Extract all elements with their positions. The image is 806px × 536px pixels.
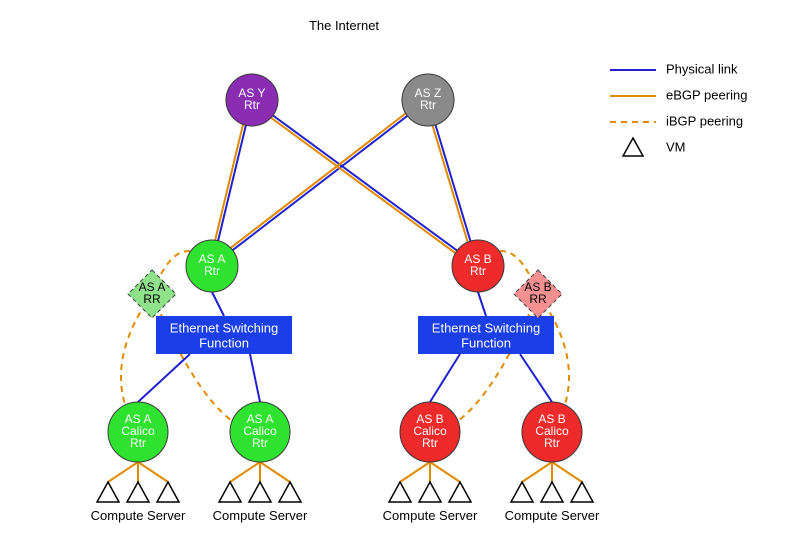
phys-asz-asb_rtr — [435, 125, 470, 241]
ebgp-asa_cal_l-vm — [108, 462, 138, 482]
network-diagram: Ethernet SwitchingFunctionEthernet Switc… — [0, 0, 806, 536]
ebgp-asy-asa_rtr — [215, 125, 243, 240]
phys-esf_a-asa_cal_l — [138, 354, 190, 402]
legend-label-ebgp: eBGP peering — [666, 87, 747, 102]
caption: Compute Server — [213, 508, 308, 523]
asb_rtr-label-1: Rtr — [470, 264, 486, 278]
layer-ebgp-vm — [108, 462, 582, 482]
ebgp-asb_cal_r-vm — [552, 462, 582, 482]
esf_a-label-0: Ethernet Switching — [170, 320, 278, 335]
phys-esf_b-asb_cal_l — [430, 354, 460, 402]
ebgp-asa_cal_r-vm — [230, 462, 260, 482]
vm-triangle — [97, 482, 119, 502]
phys-asz-asa_rtr — [233, 116, 408, 250]
layer-ebgp — [215, 113, 467, 253]
legend-label-ibgp: iBGP peering — [666, 113, 743, 128]
asa_cal_l-label-2: Rtr — [130, 436, 146, 450]
vm-triangle — [279, 482, 301, 502]
esf_b-label-0: Ethernet Switching — [432, 320, 540, 335]
legend-label-physical: Physical link — [666, 61, 738, 76]
ebgp-asb_cal_r-vm — [522, 462, 552, 482]
phys-asb_rtr-esf_b — [478, 292, 486, 316]
phys-asy-asa_rtr — [218, 125, 246, 240]
vm-triangle — [511, 482, 533, 502]
caption: Compute Server — [91, 508, 186, 523]
esf_b-label-1: Function — [461, 335, 511, 350]
vm-triangle — [541, 482, 563, 502]
layer-nodes: AS YRtrAS ZRtrAS ARtrAS BRtrAS ARRAS BRR… — [108, 74, 582, 462]
asz-label-1: Rtr — [420, 98, 436, 112]
ebgp-asb_cal_l-vm — [400, 462, 430, 482]
caption: Compute Server — [383, 508, 478, 523]
asa_rtr-label-1: Rtr — [204, 264, 220, 278]
asb_cal_r-label-2: Rtr — [544, 436, 560, 450]
asa_cal_r-label-2: Rtr — [252, 436, 268, 450]
vm-triangle — [449, 482, 471, 502]
vm-triangle — [419, 482, 441, 502]
phys-asa_rtr-esf_a — [212, 292, 224, 316]
phys-esf_a-asa_cal_r — [250, 354, 260, 402]
layer-esf: Ethernet SwitchingFunctionEthernet Switc… — [156, 316, 554, 354]
ebgp-asz-asb_rtr — [433, 126, 468, 242]
vm-triangle — [249, 482, 271, 502]
asa_rr-label-1: RR — [143, 292, 161, 306]
layer-captions: Compute Server Compute Server Compute Serv… — [91, 18, 600, 523]
vm-triangle — [571, 482, 593, 502]
ebgp-asa_cal_r-vm — [260, 462, 290, 482]
vm-triangle — [219, 482, 241, 502]
caption: The Internet — [309, 18, 379, 33]
vm-triangle — [127, 482, 149, 502]
phys-esf_b-asb_cal_r — [520, 354, 552, 402]
asb_cal_l-label-2: Rtr — [422, 436, 438, 450]
phys-asy-asb_rtr — [273, 115, 457, 250]
ebgp-asb_cal_l-vm — [430, 462, 460, 482]
legend: Physical link eBGP peering iBGP peering VM — [610, 61, 747, 156]
caption: Compute Server — [505, 508, 600, 523]
asb_rr-label-1: RR — [529, 292, 547, 306]
ebgp-asy-asb_rtr — [271, 118, 455, 253]
legend-label-vm: VM — [666, 139, 686, 154]
ebgp-asz-asa_rtr — [231, 113, 406, 247]
esf_a-label-1: Function — [199, 335, 249, 350]
ebgp-asa_cal_l-vm — [138, 462, 168, 482]
vm-triangle — [389, 482, 411, 502]
layer-vm — [97, 482, 593, 502]
vm-triangle — [157, 482, 179, 502]
asy-label-1: Rtr — [244, 98, 260, 112]
legend-swatch-vm — [623, 138, 643, 156]
